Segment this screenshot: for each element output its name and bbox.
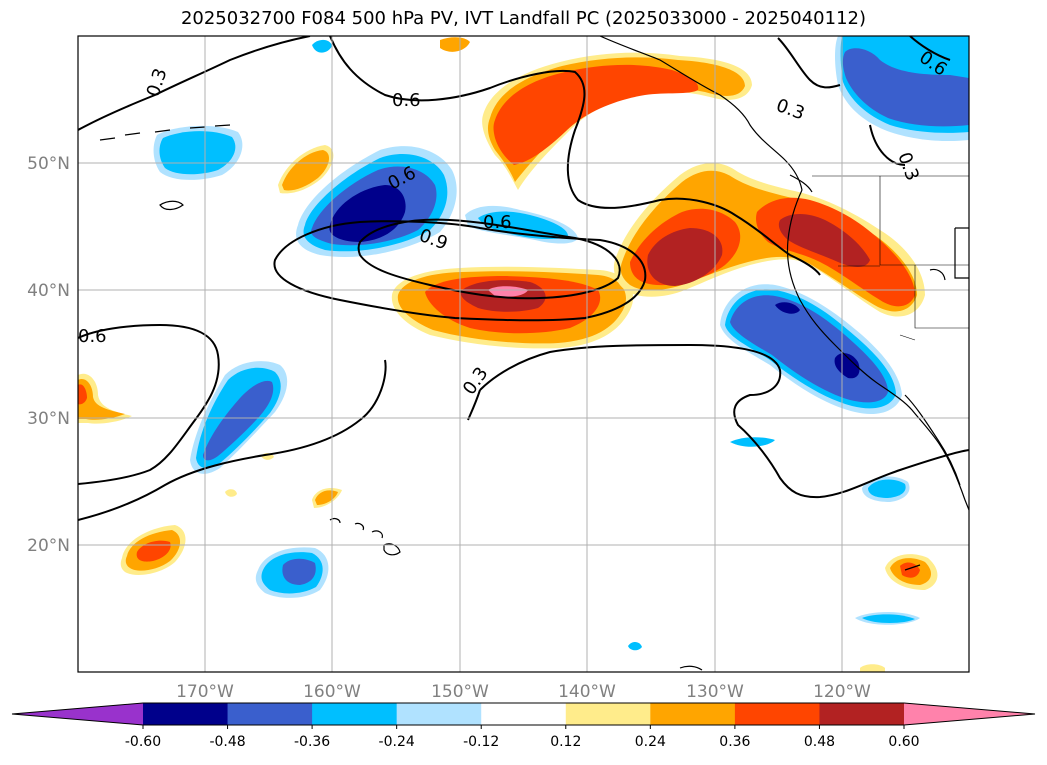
colorbar-swatch <box>312 703 398 725</box>
colorbar-tick-label: -0.48 <box>209 734 245 750</box>
contour-label: 0.6 <box>483 212 512 233</box>
lon-tick-label: 170°W <box>176 682 234 702</box>
lat-tick-label: 40°N <box>27 281 70 301</box>
colorbar-swatch <box>734 703 820 725</box>
colorbar-swatch <box>819 703 905 725</box>
lon-tick-label: 120°W <box>813 682 871 702</box>
pv-shading <box>78 36 969 672</box>
lat-axis: 50°N 40°N 30°N 20°N <box>27 154 70 556</box>
coastlines <box>99 36 969 671</box>
contour-label: 0.6 <box>78 326 107 347</box>
lon-tick-label: 140°W <box>558 682 616 702</box>
gridlines <box>78 36 969 672</box>
lat-tick-label: 30°N <box>27 409 70 429</box>
colorbar-swatch <box>565 703 651 725</box>
colorbar-swatch <box>143 703 229 725</box>
colorbar-tick-label: 0.24 <box>635 734 666 750</box>
colorbar-tick-label: -0.24 <box>379 734 415 750</box>
colorbar: -0.60 -0.48 -0.36 -0.24 -0.12 0.12 0.24 0.36 0.4… <box>11 702 1036 750</box>
borders <box>812 175 969 341</box>
lon-tick-label: 150°W <box>431 682 489 702</box>
lon-tick-label: 130°W <box>686 682 744 702</box>
colorbar-tick-label: 0.36 <box>719 734 750 750</box>
colorbar-tick-label: 0.48 <box>804 734 835 750</box>
map-content <box>78 36 969 672</box>
contour-label: 0.9 <box>416 225 450 255</box>
colorbar-tick-label: 0.60 <box>888 734 919 750</box>
colorbar-swatch <box>481 703 567 725</box>
lat-tick-label: 20°N <box>27 536 70 556</box>
pc-contours <box>78 36 969 521</box>
colorbar-tick-label: 0.12 <box>550 734 581 750</box>
colorbar-extend-low <box>12 703 143 725</box>
lon-tick-label: 160°W <box>303 682 361 702</box>
colorbar-tick-label: -0.60 <box>125 734 161 750</box>
colorbar-swatch <box>650 703 736 725</box>
lon-axis: 170°W 160°W 150°W 140°W 130°W 120°W <box>176 682 871 702</box>
colorbar-extend-high <box>904 703 1035 725</box>
contour-label: 0.3 <box>143 66 172 100</box>
colorbar-tick-label: -0.36 <box>294 734 330 750</box>
colorbar-swatch <box>227 703 313 725</box>
contour-label: 0.3 <box>773 95 807 125</box>
colorbar-tick-label: -0.12 <box>463 734 499 750</box>
contour-label: 0.3 <box>459 363 493 399</box>
map-title: 2025032700 F084 500 hPa PV, IVT Landfall… <box>180 8 867 29</box>
contour-label: 0.3 <box>893 150 923 184</box>
lat-tick-label: 50°N <box>27 154 70 174</box>
contour-labels: 0.3 0.6 0.6 0.6 0.9 0.6 0.3 0.3 0.6 0.3 <box>78 47 951 399</box>
contour-label: 0.6 <box>392 90 421 111</box>
colorbar-swatch <box>396 703 482 725</box>
map-frame <box>77 35 970 673</box>
